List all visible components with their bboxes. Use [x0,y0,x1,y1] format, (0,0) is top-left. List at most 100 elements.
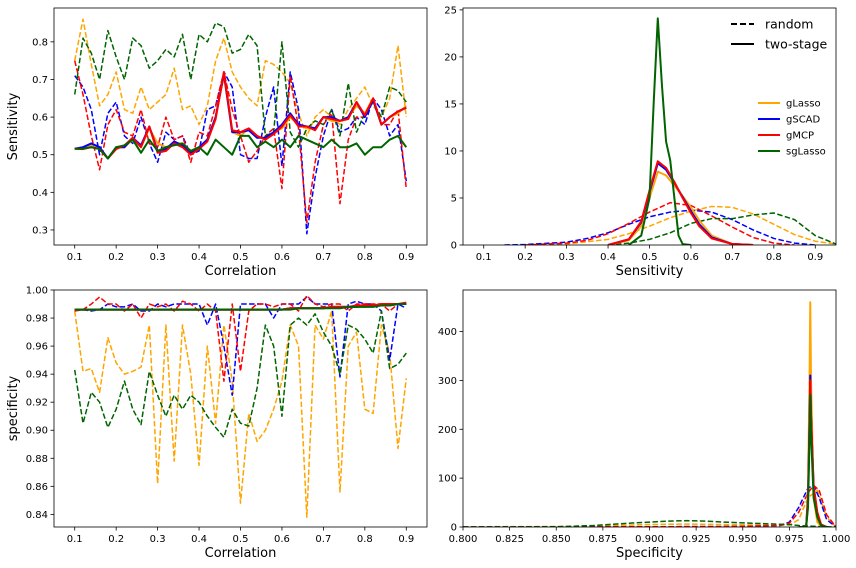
series-group [504,17,836,245]
y-tick-label: 0.92 [26,398,48,409]
series-gMCP-dashed [525,201,795,245]
legend-label: two-stage [765,37,828,52]
series-gSCAD-dashed [463,484,836,527]
x-tick-label: 0.9 [398,534,414,545]
series-gSCAD-dashed [74,296,407,396]
legend-line-style: random two-stage [731,17,828,52]
series-group [73,18,408,235]
y-tick-label: 0.96 [26,342,48,353]
series-gSCAD-dashed [74,71,408,235]
x-tick-label: 0.7 [315,252,331,263]
axes-frame [462,289,837,528]
subplot-spec-corr: 0.1 0.2 0.3 0.4 0.5 0.6 0.7 0.8 0.9 0.84 0.86 0.88 0… [6,286,428,561]
y-tick-label: 300 [438,376,457,387]
x-axis-label: Correlation [205,264,277,279]
y-axis-label: specificity [6,375,21,441]
series-gMCP-dashed [463,484,836,527]
y-tick-label: 0 [451,523,457,534]
series-group [463,301,836,527]
series-gMCP-dashed [74,294,407,382]
x-tick-label: 0.2 [108,252,124,263]
y-tick-label: 400 [438,327,457,338]
x-tick-label: 0.850 [542,534,571,545]
y-tick-label: 0.7 [32,75,48,86]
x-axis-label: Specificity [616,546,683,561]
y-tick-label: 25 [444,5,457,16]
series-gSCAD-dashed [504,209,816,245]
x-tick-label: 0.3 [150,534,166,545]
series-gLasso-dashed [463,489,836,527]
subplot-spec-density: 0.800 0.825 0.850 0.875 0.900 0.925 0.950 0.975… [438,289,851,561]
x-tick-label: 0.9 [398,252,414,263]
x-tick-label: 0.1 [476,252,492,263]
x-tick-label: 0.9 [807,252,823,263]
series-gLasso-dashed [525,205,836,245]
x-tick-label: 0.7 [724,252,740,263]
x-tick-label: 0.6 [683,252,699,263]
x-tick-label: 1.000 [822,534,851,545]
x-tick-label: 0.825 [495,534,524,545]
subplot-sens-density: 0.1 0.2 0.3 0.4 0.5 0.6 0.7 0.8 0.9 0 5 10 15 20 25 Sen… [444,5,837,279]
series-sgLasso-solid [628,17,692,245]
x-tick-label: 0.5 [233,534,249,545]
x-tick-label: 0.4 [191,252,207,263]
axes-frame [53,7,428,246]
x-tick-label: 0.4 [191,534,207,545]
y-tick-label: 0.94 [26,370,48,381]
x-axis-label: Sensitivity [616,264,684,279]
x-tick-label: 0.5 [233,252,249,263]
y-tick-label: 200 [438,425,457,436]
x-tick-label: 0.950 [728,534,757,545]
y-tick-label: 0.3 [32,225,48,236]
x-tick-label: 0.6 [274,534,290,545]
y-tick-label: 0.4 [32,188,48,199]
legend-label: gMCP [786,131,814,142]
x-tick-label: 0.5 [642,252,658,263]
y-tick-label: 5 [451,193,457,204]
y-tick-label: 0.98 [26,314,48,325]
x-axis-label: Correlation [205,546,277,561]
series-gMCP-dashed [73,60,408,224]
x-tick-label: 0.2 [517,252,533,263]
series-sgLasso-dashed [73,310,407,438]
x-tick-label: 0.6 [274,252,290,263]
x-tick-label: 0.7 [315,534,331,545]
x-tick-label: 0.1 [67,252,83,263]
legend-label: gSCAD [786,115,821,126]
series-gMCP-solid [74,70,407,160]
y-tick-label: 10 [444,146,457,157]
x-tick-label: 0.4 [600,252,616,263]
x-tick-label: 0.875 [589,534,618,545]
y-tick-label: 0.5 [32,150,48,161]
series-gLasso-dashed [73,310,408,518]
y-tick-label: 0.84 [26,510,48,521]
y-tick-label: 0.88 [26,454,48,465]
series-sgLasso-solid [74,303,407,311]
x-tick-label: 0.975 [775,534,804,545]
x-tick-label: 0.900 [635,534,664,545]
y-tick-label: 0.8 [32,37,48,48]
x-tick-label: 0.8 [766,252,782,263]
series-gLasso-dashed [73,18,408,137]
x-tick-label: 0.8 [357,252,373,263]
legend-label: gLasso [786,99,821,110]
legend-methods: gLasso gSCAD gMCP sgLasso [758,99,826,158]
axes-frame [53,289,428,528]
series-sgLasso-dashed [463,519,836,527]
series-sgLasso-solid [74,134,408,160]
series-sgLasso-solid [798,394,827,527]
x-tick-label: 0.3 [150,252,166,263]
series-gMCP-solid [607,160,754,245]
series-group [73,294,408,518]
x-tick-label: 0.925 [682,534,711,545]
x-tick-label: 0.1 [67,534,83,545]
subplot-sens-corr: 0.1 0.2 0.3 0.4 0.5 0.6 0.7 0.8 0.9 0.3 0.4 0.5 0.6 0… [6,7,428,279]
x-tick-label: 0.8 [357,534,373,545]
y-tick-label: 0.86 [26,482,48,493]
series-sgLasso-dashed [73,22,407,148]
x-tick-label: 0.800 [449,534,478,545]
y-axis-label: Sensitivity [6,92,21,160]
y-tick-label: 0 [451,241,457,252]
x-tick-label: 0.3 [559,252,575,263]
